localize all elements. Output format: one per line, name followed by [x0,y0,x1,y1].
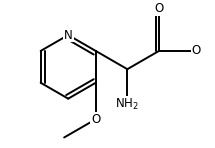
Text: O: O [192,44,201,57]
Text: O: O [91,113,100,126]
Text: O: O [154,2,164,15]
Text: NH$_2$: NH$_2$ [115,97,139,112]
Text: N: N [64,29,73,42]
